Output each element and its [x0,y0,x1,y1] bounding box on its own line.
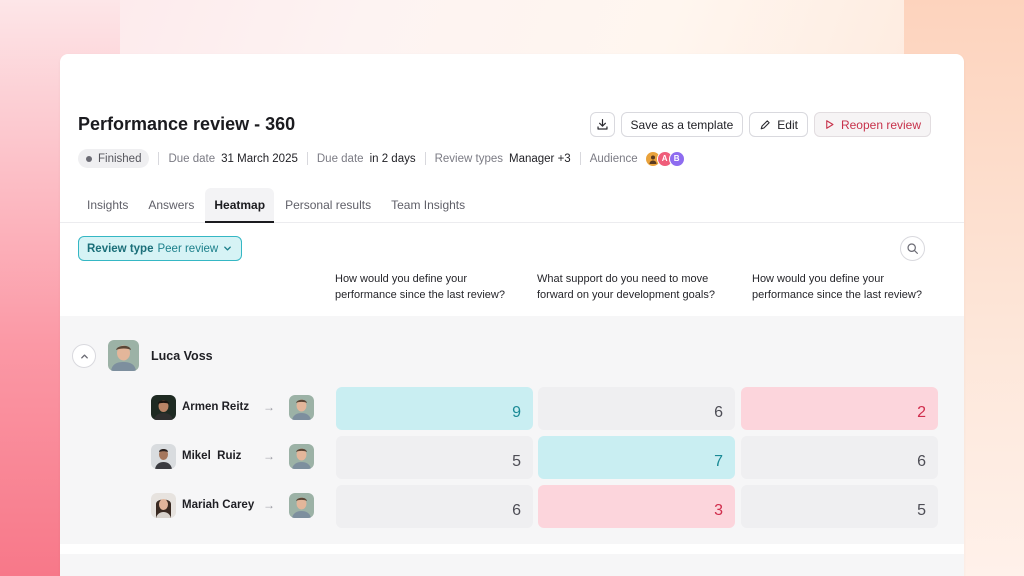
filter-value: Peer review [157,242,219,255]
status-badge: Finished [78,149,150,168]
heatmap-cell[interactable]: 5 [741,485,938,528]
download-button[interactable] [589,112,615,137]
search-button[interactable] [900,236,925,261]
next-group-row [60,554,964,576]
tab-insights[interactable]: Insights [87,198,129,212]
edit-button[interactable]: Edit [749,112,808,137]
arrow-right-icon: → [263,400,275,414]
edit-label: Edit [777,117,798,132]
heatmap-cell[interactable]: 2 [741,387,938,430]
review-types-value: Manager +3 [508,152,571,165]
audience-avatars[interactable]: A B [644,150,685,167]
question-header: How would you define your performance si… [335,273,505,301]
heatmap-cell[interactable]: 6 [741,436,938,479]
heatmap-cell[interactable]: 6 [538,387,735,430]
tab-personal-results[interactable]: Personal results [285,198,372,212]
due-in-label: Due date [316,152,364,165]
due-date-value: 31 March 2025 [221,152,298,165]
tab-team-insights[interactable]: Team Insights [391,198,466,212]
heatmap-cell[interactable]: 3 [538,485,735,528]
person-icon [649,155,657,164]
reopen-review-button[interactable]: Reopen review [813,112,931,137]
reviewer-name: Mikel Ruiz [182,450,242,462]
avatar [108,340,139,371]
avatar [289,444,314,469]
due-in-value: in 2 days [369,152,416,165]
chevron-up-icon [80,354,88,358]
status-label: Finished [98,152,142,165]
heatmap-cell[interactable]: 9 [336,387,533,430]
review-meta: Finished Due date 31 March 2025 Due date… [78,149,685,168]
reopen-review-label: Reopen review [840,117,921,132]
avatar [151,493,176,518]
arrow-right-icon: → [263,449,275,463]
chevron-down-icon [224,246,232,251]
page-title: Performance review - 360 [78,114,296,134]
avatar [151,395,176,420]
review-types-label: Review types [434,152,503,165]
status-dot-icon [86,155,92,162]
heatmap-cell[interactable]: 5 [336,436,533,479]
due-date-label: Due date [168,152,216,165]
collapse-group-button[interactable] [72,344,96,368]
download-icon [596,119,608,130]
save-as-template-label: Save as a template [630,117,734,132]
divider [158,152,160,165]
divider [306,152,308,165]
search-icon [907,243,918,254]
reviewer-name: Armen Reitz [182,401,250,413]
divider [579,152,581,165]
question-header: What support do you need to move forward… [537,273,715,301]
reviewer-name: Mariah Carey [182,499,255,511]
avatar [289,493,314,518]
group-name: Luca Voss [151,349,213,363]
arrow-right-icon: → [263,498,275,512]
heatmap-cell[interactable]: 7 [538,436,735,479]
heatmap-cell[interactable]: 6 [336,485,533,528]
save-as-template-button[interactable]: Save as a template [620,112,744,137]
avatar: B [668,150,685,167]
avatar [289,395,314,420]
play-icon [826,120,834,129]
tab-bar: Insights Answers Heatmap Personal result… [60,188,964,223]
filter-label: Review type [87,242,154,255]
avatar [644,150,661,167]
tab-answers[interactable]: Answers [148,198,195,212]
tab-heatmap[interactable]: Heatmap [205,188,275,223]
avatar [151,444,176,469]
header-actions: Save as a template Edit Reopen review [589,112,931,137]
pencil-icon [760,119,770,129]
question-header: How would you define your performance si… [752,273,922,301]
review-card: Performance review - 360 Save as a templ… [60,54,964,576]
divider [424,152,426,165]
audience-label: Audience [589,152,638,165]
review-type-filter[interactable]: Review type Peer review [78,236,243,261]
